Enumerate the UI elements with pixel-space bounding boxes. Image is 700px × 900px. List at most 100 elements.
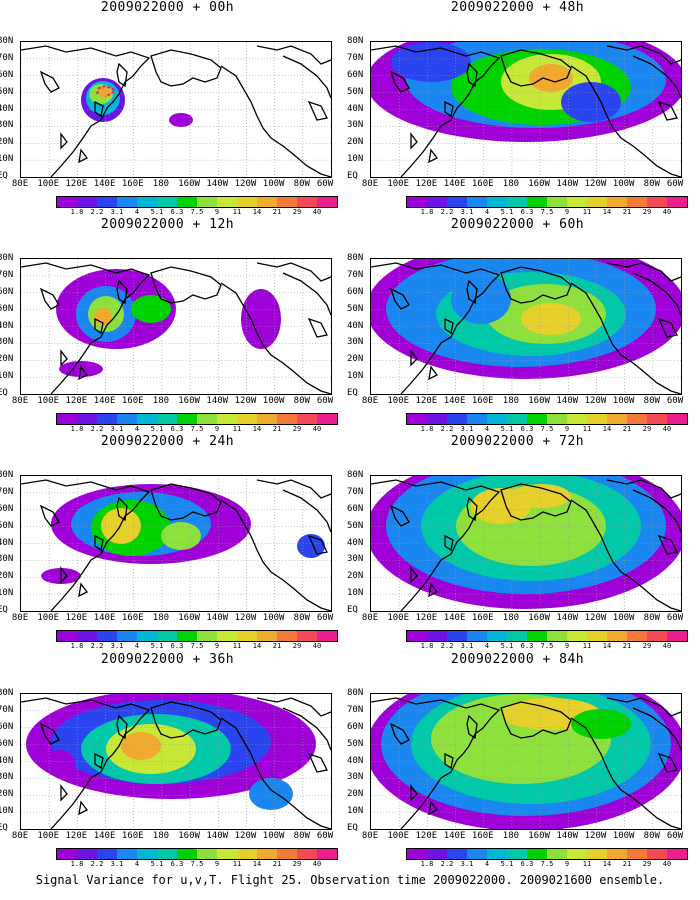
colorbar-swatch — [667, 849, 687, 859]
lon-label: 140W — [556, 396, 579, 406]
coastline — [410, 784, 418, 802]
colorbar-label: 4 — [484, 860, 490, 868]
colorbar-label: 9 — [214, 642, 220, 650]
colorbar-label: 6.3 — [170, 642, 184, 650]
colorbar-swatch — [57, 414, 77, 424]
colorbar-label: 14 — [252, 860, 262, 868]
colorbar-swatch — [197, 849, 217, 859]
lon-label: 120W — [584, 831, 607, 841]
coastline — [150, 266, 222, 304]
lat-label: 40N — [0, 103, 14, 114]
forecast-panel: 2009022000 + 84h 80N 70N 60N 50N 40N 30N 20N 10N… — [347, 652, 688, 868]
lon-label: 100W — [262, 613, 285, 623]
colorbar-label: 21 — [622, 425, 632, 433]
colorbar — [56, 413, 338, 425]
lat-label: 20N — [0, 789, 14, 800]
lon-label: 80E — [361, 179, 379, 189]
colorbar-swatch — [77, 197, 97, 207]
colorbar-label: 14 — [252, 425, 262, 433]
colorbar-swatch — [427, 197, 447, 207]
lon-label: 80W — [293, 613, 310, 623]
lon-label: 140W — [206, 831, 229, 841]
lon-label: 60W — [316, 396, 334, 406]
lat-label: EQ — [0, 605, 8, 615]
colorbar-swatch — [487, 631, 507, 641]
coastline — [150, 483, 222, 521]
coastline — [94, 317, 104, 335]
variance-contour — [101, 508, 141, 544]
lon-label: 140W — [206, 179, 229, 189]
forecast-panel: 2009022000 + 12h 80N 70N 60N 50N 40N 30N 20N 10N… — [0, 217, 338, 433]
lon-label: 120E — [65, 613, 88, 623]
colorbar-label: 1.8 — [420, 642, 434, 650]
colorbar-label: 2.2 — [90, 642, 104, 650]
lon-label: 80W — [643, 613, 660, 623]
colorbar-swatch — [427, 631, 447, 641]
coastline — [500, 701, 572, 739]
lat-label: 20N — [0, 137, 14, 148]
map-canvas — [21, 476, 331, 611]
lat-label: 70N — [0, 486, 14, 497]
forecast-panel: 2009022000 + 72h 80N 70N 60N 50N 40N 30N 20N 10N… — [347, 434, 688, 650]
coastline — [39, 287, 60, 310]
coastline — [256, 45, 331, 65]
colorbar-swatch — [217, 414, 237, 424]
coastline — [570, 65, 681, 177]
lat-label: 20N — [347, 571, 364, 582]
colorbar-label: 40 — [662, 208, 672, 216]
colorbar-label: 40 — [662, 860, 672, 868]
lat-label: 40N — [0, 320, 14, 331]
lon-label: 100E — [37, 179, 60, 189]
colorbar-swatch — [607, 631, 627, 641]
colorbar-label: 40 — [662, 425, 672, 433]
lat-label: 10N — [0, 806, 14, 817]
colorbar-swatch — [257, 631, 277, 641]
coastline — [116, 279, 128, 305]
map-canvas — [371, 42, 681, 177]
colorbar-swatch — [527, 414, 547, 424]
colorbar-label: 7.5 — [540, 642, 554, 650]
coastline — [606, 697, 681, 717]
colorbar-label: 29 — [292, 208, 302, 216]
colorbar-swatch — [627, 849, 647, 859]
colorbar-swatch — [257, 849, 277, 859]
colorbar-swatch — [177, 414, 197, 424]
colorbar-label: 5.1 — [500, 642, 514, 650]
colorbar-label: 9 — [564, 425, 570, 433]
lat-label: 50N — [0, 86, 14, 97]
lon-label: 80E — [11, 831, 29, 841]
lon-label: 160W — [178, 831, 200, 841]
colorbar-swatch — [237, 414, 257, 424]
lon-label: 80E — [361, 396, 379, 406]
lon-label: 100E — [387, 179, 410, 189]
lat-label: 60N — [347, 503, 364, 514]
colorbar-swatch — [447, 414, 467, 424]
coastline — [428, 582, 438, 598]
lon-label: 100W — [612, 179, 635, 189]
colorbar-label: 1.8 — [70, 425, 84, 433]
coastline — [444, 100, 454, 118]
colorbar-label: 11 — [232, 208, 242, 216]
lat-label: 30N — [347, 554, 364, 565]
lat-label: 50N — [0, 303, 14, 314]
lat-label: EQ — [0, 388, 8, 398]
colorbar-label: 29 — [642, 208, 652, 216]
lat-label: 40N — [0, 537, 14, 548]
variance-contour — [169, 113, 193, 127]
lon-label: 120W — [584, 613, 607, 623]
colorbar-swatch — [157, 414, 177, 424]
lon-label: 140E — [93, 613, 116, 623]
lon-label: 180 — [152, 831, 170, 841]
lon-label: 160W — [178, 179, 200, 189]
lon-label: 120E — [65, 179, 88, 189]
colorbar-label: 7.5 — [540, 425, 554, 433]
lat-label: 20N — [347, 789, 364, 800]
panel-title: 2009022000 + 24h — [100, 434, 235, 449]
colorbar-swatch — [197, 631, 217, 641]
colorbar-label: 5.1 — [500, 860, 514, 868]
flight-track — [96, 84, 117, 97]
colorbar-label: 4 — [484, 425, 490, 433]
variance-contour — [249, 778, 293, 810]
colorbar-swatch — [97, 197, 117, 207]
lon-label: 160W — [528, 396, 550, 406]
